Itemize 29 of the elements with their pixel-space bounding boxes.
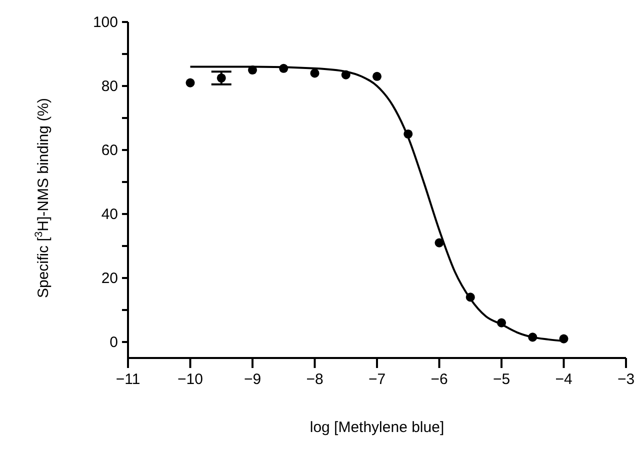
point bbox=[248, 65, 258, 75]
x-tick-label: −10 bbox=[178, 371, 203, 388]
point bbox=[279, 64, 288, 73]
x-tick-label: −8 bbox=[306, 371, 324, 388]
point bbox=[341, 70, 350, 80]
x-tick-label: −4 bbox=[555, 371, 572, 388]
point bbox=[466, 292, 475, 302]
y-tick-label: 100 bbox=[92, 14, 118, 31]
point bbox=[186, 78, 195, 88]
y-tick-label: 20 bbox=[101, 270, 118, 287]
x-tick-label: −6 bbox=[430, 371, 448, 388]
point bbox=[434, 238, 444, 248]
y-tick-label: 80 bbox=[101, 78, 118, 95]
x-axis-title: log [Methylene blue] bbox=[310, 419, 444, 436]
point bbox=[372, 72, 382, 81]
y-tick-label: 60 bbox=[101, 142, 118, 159]
x-tick-label: −7 bbox=[368, 371, 386, 388]
point bbox=[559, 334, 568, 344]
x-tick-label: −11 bbox=[116, 371, 140, 388]
point bbox=[310, 68, 320, 78]
point bbox=[496, 318, 506, 328]
x-tick-label: −3 bbox=[617, 371, 635, 388]
point bbox=[528, 332, 538, 342]
x-tick-label: −9 bbox=[244, 371, 262, 388]
point bbox=[404, 129, 413, 139]
y-tick-label: 40 bbox=[101, 206, 118, 223]
point bbox=[216, 73, 226, 83]
x-tick-label: −5 bbox=[492, 371, 510, 388]
y-tick-label: 0 bbox=[110, 334, 118, 351]
